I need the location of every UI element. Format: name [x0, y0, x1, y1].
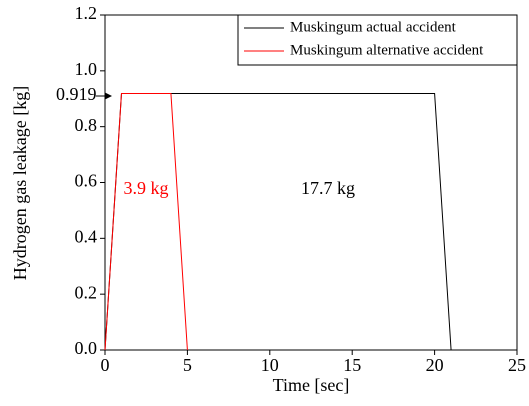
- x-tick-label: 0: [101, 355, 110, 375]
- legend-label: Muskingum alternative accident: [290, 42, 484, 58]
- legend-label: Muskingum actual accident: [290, 19, 457, 35]
- y-tick-label: 0.2: [75, 282, 98, 302]
- series-line: [104, 92, 188, 351]
- annotation-arrowhead: [105, 92, 112, 100]
- x-tick-label: 25: [508, 355, 526, 375]
- x-tick-label: 5: [183, 355, 192, 375]
- y-tick-label: 0.0: [75, 338, 98, 358]
- y-axis-label: Hydrogen gas leakage [kg]: [10, 86, 30, 280]
- annotation: 17.7 kg: [301, 178, 355, 198]
- x-tick-label: 10: [261, 355, 279, 375]
- x-tick-label: 15: [343, 355, 361, 375]
- y-tick-label: 0.8: [75, 115, 98, 135]
- y-tick-label: 0.6: [75, 171, 98, 191]
- annotation: 0.919: [56, 84, 97, 104]
- x-axis-label: Time [sec]: [273, 375, 350, 395]
- y-tick-label: 1.0: [75, 59, 98, 79]
- y-tick-label: 1.2: [75, 3, 98, 23]
- x-tick-label: 20: [426, 355, 444, 375]
- legend-box: [237, 14, 518, 66]
- series-line: [104, 92, 452, 351]
- annotation: 3.9 kg: [124, 178, 169, 198]
- y-tick-label: 0.4: [75, 226, 98, 246]
